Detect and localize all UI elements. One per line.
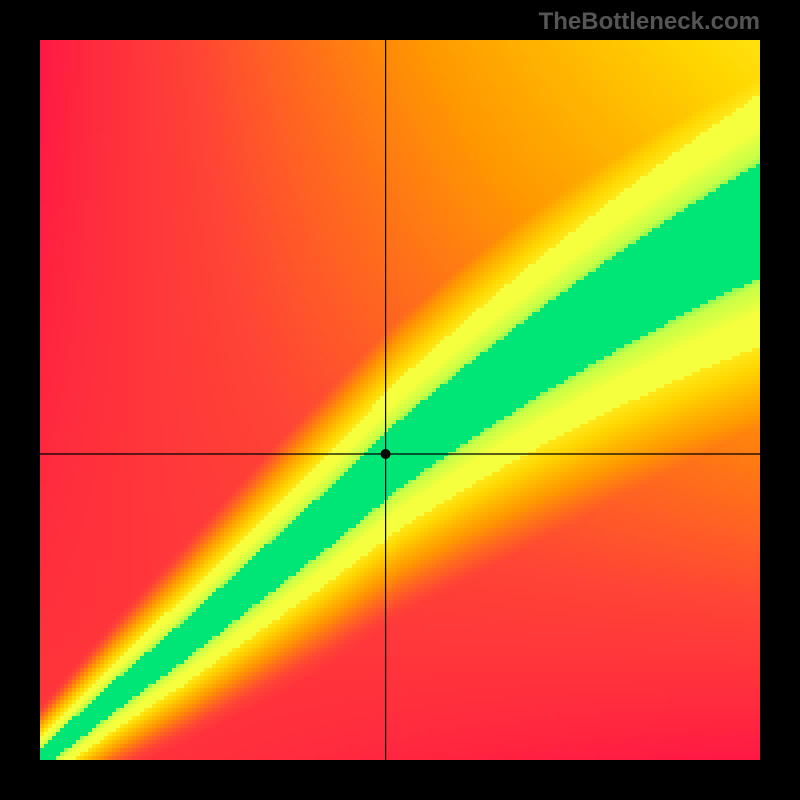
chart-container: TheBottleneck.com [0,0,800,800]
bottleneck-heatmap [40,40,760,760]
watermark-text: TheBottleneck.com [539,8,760,36]
